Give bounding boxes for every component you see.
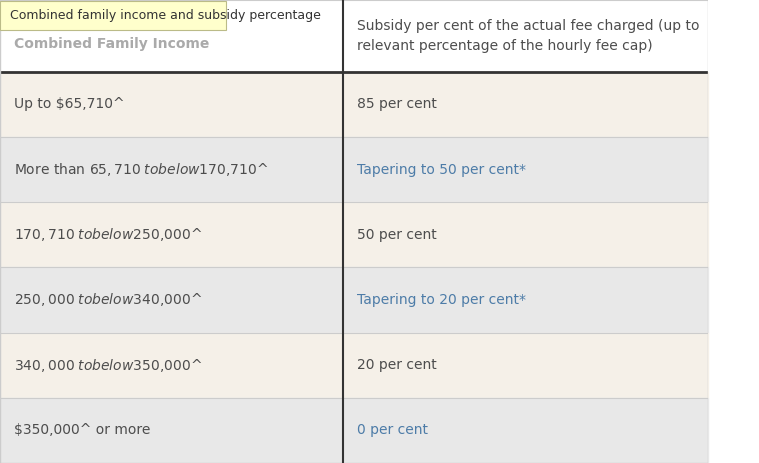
Bar	[0, 137, 707, 202]
Text: 20 per cent: 20 per cent	[357, 358, 437, 372]
Text: Combined Family Income: Combined Family Income	[14, 38, 209, 51]
Bar	[0, 398, 707, 463]
Bar	[0, 332, 707, 398]
Text: Tapering to 20 per cent*: Tapering to 20 per cent*	[357, 293, 527, 307]
FancyBboxPatch shape	[0, 1, 225, 30]
Text: 0 per cent: 0 per cent	[357, 423, 428, 438]
Text: $350,000^ or more: $350,000^ or more	[14, 423, 150, 438]
Bar	[0, 72, 707, 137]
Text: 50 per cent: 50 per cent	[357, 228, 437, 242]
Text: 85 per cent: 85 per cent	[357, 97, 437, 112]
Text: $340,000^ to below $350,000^: $340,000^ to below $350,000^	[14, 357, 203, 374]
Bar	[0, 202, 707, 268]
Text: Combined family income and subsidy percentage: Combined family income and subsidy perce…	[10, 9, 321, 22]
Text: Up to $65,710^: Up to $65,710^	[14, 97, 124, 112]
Bar	[0, 268, 707, 332]
Text: Tapering to 50 per cent*: Tapering to 50 per cent*	[357, 163, 527, 176]
Text: $250,000^ to below $340,000^: $250,000^ to below $340,000^	[14, 292, 203, 308]
Text: More than $65,710^ to below $170,710^: More than $65,710^ to below $170,710^	[14, 161, 269, 178]
Text: $170,710^ to below $250,000^: $170,710^ to below $250,000^	[14, 226, 203, 243]
Text: Subsidy per cent of the actual fee charged (up to
relevant percentage of the hou: Subsidy per cent of the actual fee charg…	[357, 19, 700, 53]
Bar	[0, 0, 707, 72]
